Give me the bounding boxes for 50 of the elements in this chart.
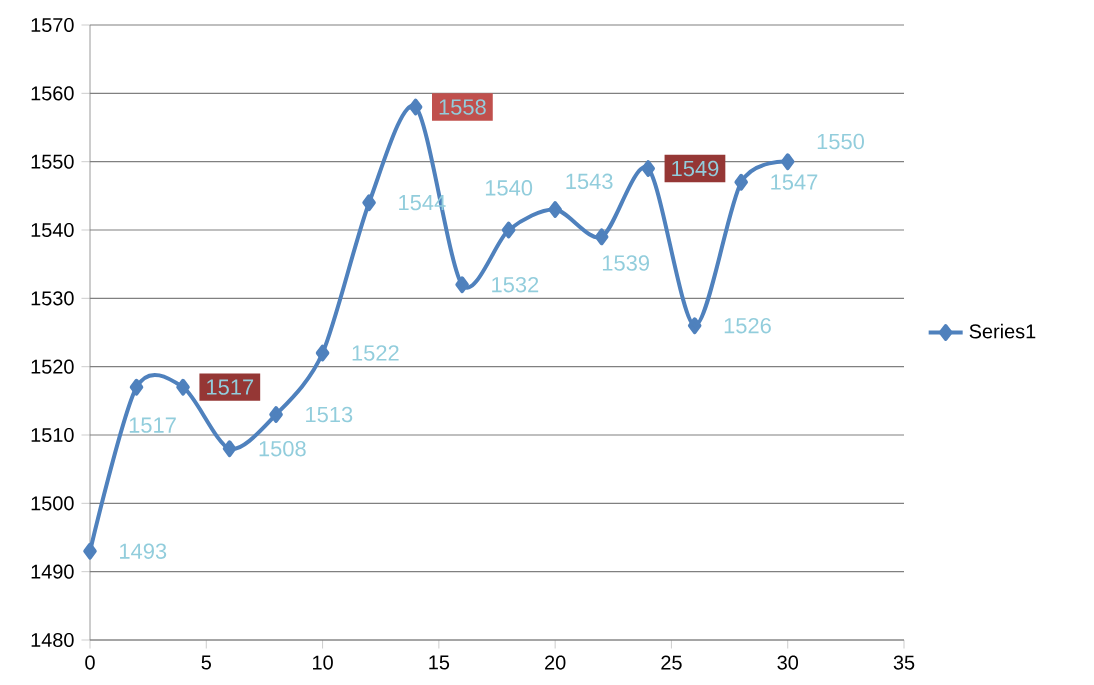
- data-label: 1539: [602, 255, 649, 271]
- point: [222, 440, 237, 458]
- y-tick-label: 1540: [31, 222, 74, 238]
- point: [734, 173, 748, 191]
- y-tick-label: 1550: [31, 154, 74, 169]
- point: [687, 317, 702, 335]
- y-tick-label: 1510: [31, 427, 74, 443]
- point: [501, 221, 516, 239]
- x-tick-label: 5: [201, 655, 211, 670]
- x-tick-label: 15: [429, 655, 450, 670]
- data-label: 1532: [492, 276, 539, 293]
- point: [269, 406, 283, 423]
- y-tick-label: 1560: [31, 86, 74, 101]
- point: [176, 378, 190, 396]
- point: [315, 344, 330, 362]
- point: [641, 160, 655, 177]
- legend-label: Series1: [969, 323, 1036, 339]
- y-tick-label: 1500: [31, 496, 74, 511]
- data-label: 1517: [129, 417, 176, 433]
- data-label: 1513: [306, 406, 353, 423]
- data-label: 1547: [771, 174, 818, 190]
- y-tick-label: 1570: [31, 17, 74, 33]
- x-tick-label: 0: [85, 655, 95, 670]
- point: [594, 228, 609, 246]
- point: [548, 201, 562, 218]
- x-tick-label: 30: [777, 655, 799, 670]
- data-label: 1517: [207, 379, 254, 395]
- y-tick-label: 1490: [31, 564, 74, 579]
- x-tick-label: 20: [545, 655, 566, 670]
- y-tick-label: 1480: [31, 632, 74, 648]
- point: [455, 276, 469, 294]
- point: [83, 542, 97, 560]
- data-label: 1558: [439, 99, 486, 115]
- data-label: 1508: [259, 440, 306, 457]
- y-tick-label: 1520: [31, 359, 74, 374]
- data-label: 1526: [724, 317, 771, 334]
- data-label: 1522: [352, 345, 399, 361]
- x-tick-label: 25: [661, 655, 682, 670]
- data-label: 1540: [485, 180, 533, 196]
- data-label: 1549: [672, 160, 719, 177]
- point: [129, 378, 144, 396]
- y-tick-label: 1530: [31, 291, 74, 306]
- data-label: 1550: [817, 133, 864, 150]
- point: [780, 153, 795, 171]
- x-tick-label: 10: [313, 655, 333, 670]
- data-label: 1493: [120, 543, 167, 559]
- data-label: 1543: [566, 173, 613, 190]
- point: [362, 194, 376, 212]
- x-tick-label: 35: [893, 655, 915, 670]
- point: [408, 98, 423, 116]
